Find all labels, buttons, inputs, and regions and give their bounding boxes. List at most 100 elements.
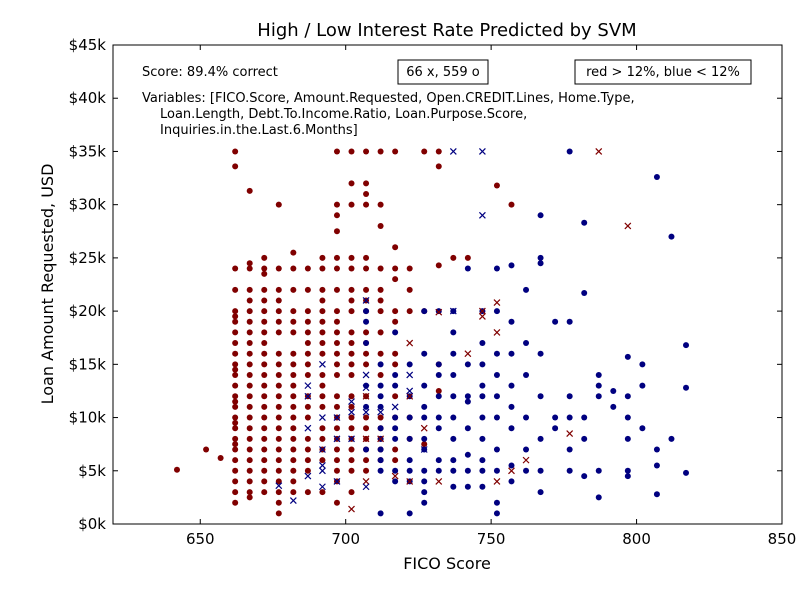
data-point (246, 297, 253, 304)
data-point (493, 265, 500, 272)
data-point (261, 467, 268, 474)
data-point-x (304, 424, 312, 432)
data-point (624, 414, 631, 421)
data-point (232, 148, 239, 155)
x-tick-label: 700 (331, 530, 360, 548)
data-point (232, 446, 239, 453)
data-point (348, 425, 355, 432)
data-point (319, 435, 326, 442)
data-point (290, 318, 297, 325)
data-point (668, 233, 675, 240)
data-point (348, 340, 355, 347)
data-point (246, 361, 253, 368)
data-point (275, 403, 282, 410)
data-point (290, 467, 297, 474)
data-point (261, 297, 268, 304)
data-point-x (319, 467, 326, 475)
data-point (319, 297, 326, 304)
data-point (537, 393, 544, 400)
data-point-x (624, 222, 632, 230)
data-point (261, 329, 268, 336)
data-point (232, 403, 239, 410)
data-point (479, 467, 486, 474)
data-point (493, 467, 500, 474)
data-point (232, 340, 239, 347)
data-point (450, 350, 457, 357)
data-point (246, 350, 253, 357)
data-point-x (348, 408, 355, 416)
data-point-x (391, 403, 399, 411)
data-point (653, 462, 660, 469)
y-tick-label: $20k (69, 302, 107, 320)
data-point (232, 265, 239, 272)
data-point-x (275, 482, 283, 490)
data-point (275, 457, 282, 464)
data-point (290, 265, 297, 272)
data-point (348, 457, 355, 464)
data-point (304, 265, 311, 272)
data-point (392, 148, 399, 155)
data-point (392, 361, 399, 368)
data-point (261, 308, 268, 315)
data-point (377, 148, 384, 155)
data-point-x (362, 392, 370, 400)
x-tick-label: 650 (186, 530, 215, 548)
data-point (406, 265, 413, 272)
data-point (624, 435, 631, 442)
data-point (377, 467, 384, 474)
data-point (319, 254, 326, 261)
data-point (479, 361, 486, 368)
data-point (363, 340, 370, 347)
data-point-x (319, 483, 326, 491)
data-point (319, 393, 326, 400)
data-point (363, 425, 370, 432)
data-point (508, 318, 515, 325)
data-point (421, 382, 428, 389)
data-point (377, 510, 384, 517)
data-point (261, 350, 268, 357)
data-point (508, 262, 515, 269)
data-point (581, 290, 588, 297)
data-point (566, 393, 573, 400)
data-point (610, 403, 617, 410)
data-point (537, 212, 544, 219)
data-point (377, 350, 384, 357)
data-point (363, 361, 370, 368)
data-point (479, 340, 486, 347)
data-point (566, 148, 573, 155)
data-point (450, 329, 457, 336)
data-point (333, 361, 340, 368)
data-point (581, 435, 588, 442)
data-point (537, 467, 544, 474)
data-point (232, 163, 239, 170)
y-tick-label: $30k (69, 196, 107, 214)
data-point (275, 318, 282, 325)
y-tick-label: $40k (69, 89, 107, 107)
data-point (348, 254, 355, 261)
sample-size-box (397, 59, 489, 85)
data-point (304, 446, 311, 453)
data-point-x (348, 398, 355, 406)
data-point (406, 467, 413, 474)
data-point-x (478, 307, 486, 315)
data-point-x (406, 387, 414, 395)
data-point (450, 467, 457, 474)
data-point (304, 371, 311, 378)
data-point (304, 286, 311, 293)
data-point (377, 286, 384, 293)
data-point (479, 435, 486, 442)
data-point (392, 457, 399, 464)
data-point (392, 467, 399, 474)
data-point (435, 425, 442, 432)
data-point (348, 414, 355, 421)
data-point-x (362, 483, 370, 491)
data-point (275, 382, 282, 389)
data-point (261, 254, 268, 261)
data-point (304, 361, 311, 368)
data-point (421, 350, 428, 357)
data-point-x (377, 408, 385, 416)
data-point (290, 435, 297, 442)
data-point (319, 318, 326, 325)
data-point-x (406, 371, 414, 379)
data-point (406, 435, 413, 442)
